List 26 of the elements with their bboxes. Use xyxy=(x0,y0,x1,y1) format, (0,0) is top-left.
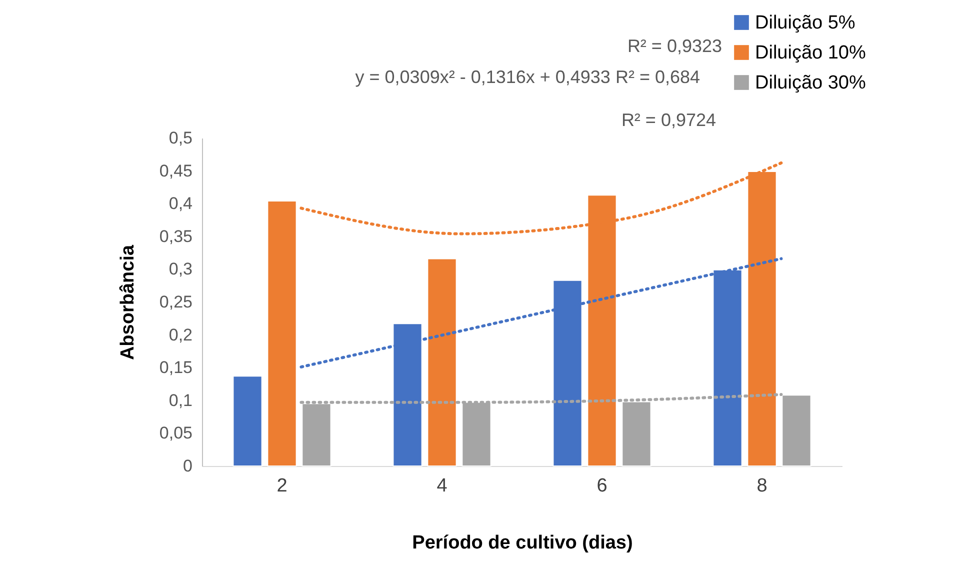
x-axis-title: Período de cultivo (dias) xyxy=(412,532,633,554)
y-tick-label: 0,25 xyxy=(159,292,192,312)
y-tick-label: 0,45 xyxy=(159,161,192,180)
bar xyxy=(232,376,262,466)
bar xyxy=(267,200,297,466)
text: y = 0,0309x² - 0,1316x + 0,4933 R² = 0,684 xyxy=(355,67,700,87)
y-tick-label: 0,35 xyxy=(159,226,192,246)
y-tick-label: 0,05 xyxy=(159,424,192,443)
x-tick-label: 2 xyxy=(276,476,288,496)
y-tick-label: 0,5 xyxy=(168,128,192,148)
y-tick-label: 0,4 xyxy=(168,194,192,214)
y-axis-title: Absorbância xyxy=(117,244,138,360)
y-tick-label: 0,3 xyxy=(168,260,192,279)
text: R² = 0,9323 xyxy=(627,36,722,56)
y-tick-label: 0,15 xyxy=(159,358,192,378)
x-tick-label: 4 xyxy=(436,476,448,496)
y-tick-label: 0,2 xyxy=(168,325,192,344)
legend-label: Diluição 30% xyxy=(755,72,866,94)
x-tick-label: 8 xyxy=(756,476,768,496)
y-tick-label: 0 xyxy=(183,456,192,476)
x-tick-label: 6 xyxy=(596,476,608,496)
legend-label: Diluição 10% xyxy=(755,42,866,64)
y-tick-label: 0,1 xyxy=(168,390,192,410)
legend-label: Diluição 5% xyxy=(755,12,856,34)
text: R² = 0,9724 xyxy=(621,110,716,130)
bar xyxy=(427,258,457,466)
